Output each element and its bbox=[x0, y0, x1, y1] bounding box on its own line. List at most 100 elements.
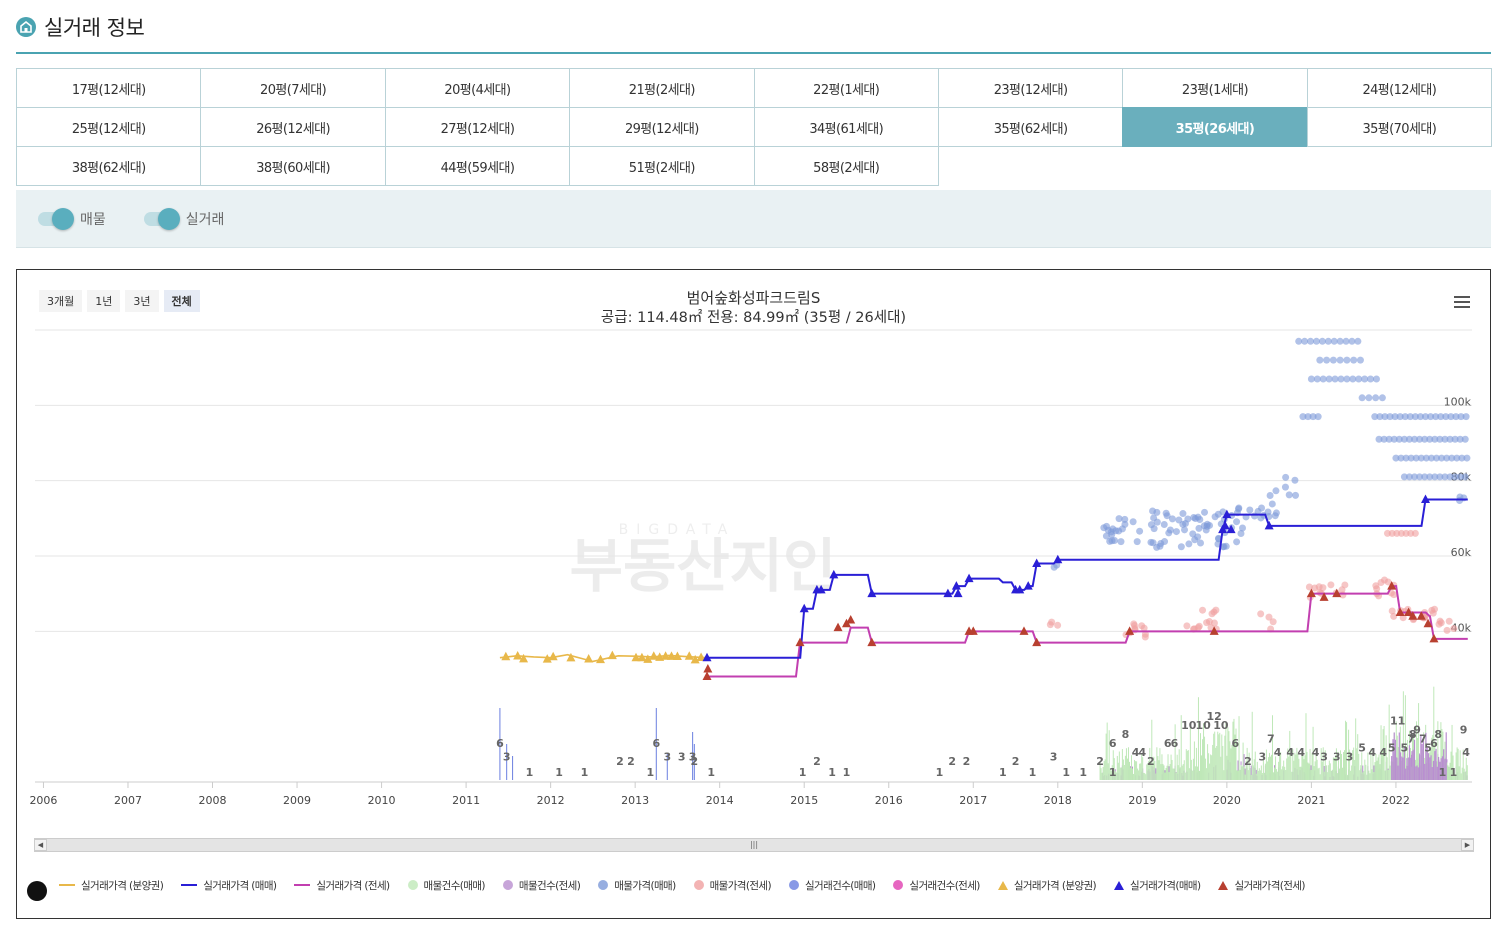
listing-price-jeonse-dot bbox=[1445, 617, 1453, 625]
listing-price-sale-dot bbox=[1405, 435, 1413, 443]
listing-price-sale-dot bbox=[1426, 473, 1434, 481]
listing-price-sale-dot bbox=[1348, 337, 1356, 345]
size-option[interactable]: 21평(2세대) bbox=[569, 68, 755, 108]
transaction-toggle[interactable]: 실거래 bbox=[143, 207, 224, 230]
y-tick-label: 60k bbox=[1451, 546, 1472, 559]
chart-navigator-scrollbar[interactable]: ◀ ||| ▶ bbox=[34, 838, 1474, 852]
count-label: 1 bbox=[1029, 766, 1037, 779]
size-option[interactable]: 17평(12세대) bbox=[16, 68, 202, 108]
listing-price-sale-dot bbox=[1456, 435, 1464, 443]
sale-price-marker bbox=[964, 573, 974, 583]
count-label: 1 bbox=[1109, 766, 1117, 779]
listing-price-sale-dot bbox=[1121, 515, 1129, 523]
legend-item[interactable]: 매물건수(매매) bbox=[407, 878, 485, 893]
listing-price-sale-dot bbox=[1234, 505, 1242, 513]
size-option[interactable]: 24평(12세대) bbox=[1306, 68, 1492, 108]
size-option[interactable]: 58평(2세대) bbox=[753, 146, 939, 186]
legend-item[interactable]: 실거래가격 (매매) bbox=[181, 878, 277, 893]
size-option[interactable]: 27평(12세대) bbox=[384, 107, 571, 147]
range-button[interactable]: 1년 bbox=[87, 290, 121, 312]
x-tick-label: 2021 bbox=[1297, 794, 1325, 807]
listing-price-sale-dot bbox=[1118, 525, 1126, 533]
size-option[interactable]: 23평(1세대) bbox=[1122, 68, 1308, 108]
jeonse-price-marker bbox=[968, 626, 978, 635]
listing-price-sale-dot bbox=[1422, 413, 1430, 421]
count-label: 1 bbox=[1079, 766, 1087, 779]
size-option[interactable]: 20평(4세대) bbox=[384, 68, 571, 108]
legend-item[interactable]: 실거래건수(매매) bbox=[788, 878, 876, 893]
size-option[interactable]: 35평(70세대) bbox=[1306, 107, 1492, 147]
legend-item[interactable]: 실거래가격(매매) bbox=[1114, 878, 1201, 893]
size-option[interactable]: 38평(60세대) bbox=[200, 146, 386, 186]
listing-price-jeonse-dot bbox=[1265, 613, 1273, 621]
listing-price-jeonse-dot bbox=[1183, 622, 1191, 630]
listing-price-sale-dot bbox=[1426, 435, 1434, 443]
legend-item[interactable]: 실거래가격 (전세) bbox=[294, 878, 390, 893]
size-option[interactable]: 25평(12세대) bbox=[16, 107, 202, 147]
jeonse-price-marker bbox=[1387, 581, 1397, 590]
count-label: 5 bbox=[1358, 742, 1366, 755]
size-option[interactable]: 23평(12세대) bbox=[937, 68, 1124, 108]
listing-price-sale-dot bbox=[1268, 500, 1276, 508]
range-button[interactable]: 3개월 bbox=[39, 290, 83, 312]
legend-item[interactable]: 실거래가격 (분양권) bbox=[997, 878, 1097, 893]
x-tick-label: 2019 bbox=[1128, 794, 1156, 807]
listing-price-sale-dot bbox=[1375, 435, 1383, 443]
sale-price-marker bbox=[1053, 554, 1063, 564]
scroll-grip-icon[interactable]: ||| bbox=[749, 840, 759, 849]
size-option[interactable]: 51평(2세대) bbox=[569, 146, 755, 186]
legend-item[interactable]: 실거래건수(전세) bbox=[893, 878, 980, 893]
listing-price-sale-dot bbox=[1381, 413, 1389, 421]
size-option[interactable]: 35평(62세대) bbox=[937, 107, 1124, 147]
listing-price-jeonse-dot bbox=[1443, 626, 1451, 634]
presale-marker bbox=[684, 651, 694, 660]
size-option[interactable]: 34평(61세대) bbox=[753, 107, 939, 147]
legend-item[interactable]: 매물건수(전세) bbox=[502, 878, 581, 893]
range-button[interactable]: 전체 bbox=[163, 290, 200, 312]
legend-item[interactable]: 실거래가격 (분양권) bbox=[59, 878, 164, 893]
jeonse-price-marker bbox=[1319, 592, 1329, 601]
size-option[interactable]: 35평(26세대) bbox=[1122, 107, 1308, 147]
size-option[interactable]: 29평(12세대) bbox=[569, 107, 755, 147]
size-option[interactable]: 38평(62세대) bbox=[16, 146, 202, 186]
range-button[interactable]: 3년 bbox=[125, 290, 159, 312]
listing-price-sale-dot bbox=[1372, 375, 1380, 383]
size-option[interactable]: 44평(59세대) bbox=[384, 146, 571, 186]
jeonse-price-marker bbox=[1408, 611, 1418, 620]
hamburger-menu-icon[interactable] bbox=[1454, 296, 1470, 308]
size-option[interactable]: 20평(7세대) bbox=[200, 68, 386, 108]
scroll-left-icon[interactable]: ◀ bbox=[34, 839, 47, 851]
count-label: 4 bbox=[1297, 746, 1305, 759]
legend-triangle-marker-icon bbox=[1218, 880, 1229, 890]
listing-price-sale-dot bbox=[1147, 538, 1155, 546]
listing-price-sale-dot bbox=[1313, 375, 1321, 383]
count-label: 4 bbox=[1368, 746, 1376, 759]
listing-price-jeonse-dot bbox=[1046, 621, 1054, 629]
scroll-right-icon[interactable]: ▶ bbox=[1461, 839, 1474, 851]
count-label: 4 bbox=[1139, 746, 1147, 759]
chart-subtitle: 공급: 114.48㎡ 전용: 84.99㎡ (35평 / 26세대) bbox=[600, 310, 907, 326]
legend-item[interactable]: 실거래가격(전세) bbox=[1218, 878, 1305, 893]
listing-toggle[interactable]: 매물 bbox=[38, 207, 106, 230]
presale-marker bbox=[519, 653, 529, 663]
toggle-switch[interactable] bbox=[143, 207, 180, 230]
listing-price-sale-dot bbox=[1102, 532, 1110, 540]
range-selector: 3개월 1년 3년 전체 bbox=[39, 290, 205, 312]
size-option[interactable]: 22평(1세대) bbox=[753, 68, 939, 108]
legend-label: 실거래가격 (전세) bbox=[316, 879, 390, 892]
legend-item[interactable]: 매물가격(매매) bbox=[598, 878, 676, 893]
sale-price-marker bbox=[1023, 581, 1033, 590]
listing-price-sale-dot bbox=[1427, 413, 1435, 421]
count-label: 5 bbox=[1401, 742, 1409, 755]
sale-price-marker bbox=[867, 588, 877, 598]
listing-price-sale-dot bbox=[1115, 515, 1123, 523]
legend-dot-marker-icon bbox=[693, 880, 704, 890]
listing-price-sale-dot bbox=[1325, 375, 1333, 383]
size-option[interactable]: 26평(12세대) bbox=[200, 107, 386, 147]
toggle-switch[interactable] bbox=[38, 207, 74, 230]
listing-price-jeonse-dot bbox=[1305, 583, 1313, 591]
listing-price-sale-dot bbox=[1436, 435, 1444, 443]
legend-item[interactable]: 매물가격(전세) bbox=[693, 878, 772, 893]
count-label: 1 bbox=[828, 766, 836, 779]
listing-price-sale-dot bbox=[1237, 530, 1245, 538]
